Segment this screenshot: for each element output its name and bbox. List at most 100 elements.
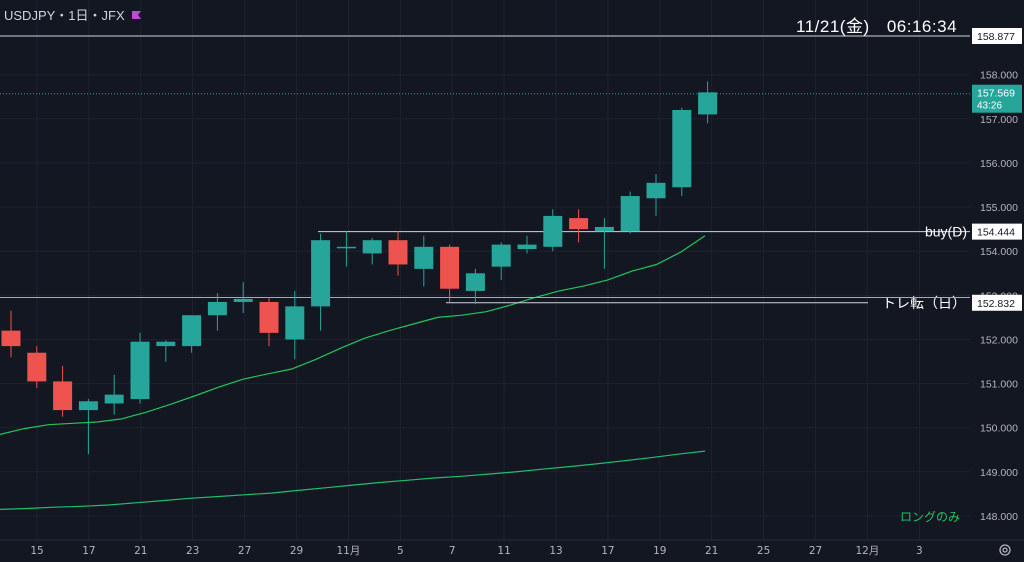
candle-body[interactable] bbox=[414, 246, 434, 269]
candle-body[interactable] bbox=[594, 226, 614, 232]
current-price-label: 157.569 bbox=[977, 88, 1015, 100]
candle-body[interactable] bbox=[646, 182, 666, 199]
ma-short-path bbox=[0, 235, 706, 435]
candle[interactable] bbox=[543, 209, 563, 252]
grid-lines bbox=[0, 0, 970, 540]
candle[interactable] bbox=[104, 374, 124, 415]
symbol-label[interactable]: USDJPY・1日・JFX bbox=[4, 8, 125, 23]
candle[interactable] bbox=[414, 235, 434, 287]
candle[interactable] bbox=[285, 290, 305, 360]
time-tick-label: 25 bbox=[757, 545, 770, 557]
candle-body[interactable] bbox=[543, 215, 563, 247]
time-tick-label: 15 bbox=[30, 545, 43, 557]
candle-body[interactable] bbox=[698, 92, 718, 115]
candle[interactable] bbox=[465, 268, 485, 305]
price-tick-label: 152.000 bbox=[980, 334, 1018, 346]
candle[interactable] bbox=[259, 297, 279, 347]
price-tick-label: 151.000 bbox=[980, 379, 1018, 391]
candle-body[interactable] bbox=[233, 298, 253, 302]
candle-body[interactable] bbox=[259, 301, 279, 333]
candle[interactable] bbox=[491, 242, 511, 280]
candle-body[interactable] bbox=[569, 218, 589, 230]
trend-level-label: トレ転（日） bbox=[882, 296, 966, 312]
time-tick-label: 5 bbox=[397, 545, 404, 557]
candle[interactable] bbox=[698, 81, 718, 124]
candle-body[interactable] bbox=[620, 196, 640, 232]
candle-body[interactable] bbox=[53, 381, 73, 411]
candle-body[interactable] bbox=[27, 352, 47, 382]
candle[interactable] bbox=[78, 399, 98, 455]
candle[interactable] bbox=[517, 235, 537, 254]
candle-body[interactable] bbox=[78, 401, 98, 411]
candle-body[interactable] bbox=[362, 240, 382, 254]
date-label: 11/21(金) bbox=[796, 17, 870, 36]
level-tag-label: 152.832 bbox=[977, 298, 1015, 310]
candle[interactable] bbox=[207, 293, 227, 331]
candle-body[interactable] bbox=[104, 394, 124, 404]
candle[interactable] bbox=[646, 173, 666, 216]
time-tick-label: 29 bbox=[290, 545, 303, 557]
time-tick-label: 3 bbox=[916, 545, 923, 557]
chart-annotations: ロングのみ bbox=[900, 510, 960, 524]
candle[interactable] bbox=[233, 282, 253, 314]
price-axis[interactable]: 158.000157.000156.000155.000154.000153.0… bbox=[972, 0, 1024, 562]
time-axis[interactable]: 15 17 21 23 27 29 11月 5 7 11 13 17 19 21 25 27 12月 3 bbox=[0, 539, 1024, 557]
annotation-label: ロングのみ bbox=[900, 510, 960, 524]
ma-long-line bbox=[0, 450, 706, 510]
level-tag-label: 154.444 bbox=[977, 227, 1015, 239]
price-tick-label: 155.000 bbox=[980, 202, 1018, 214]
time-tick-label: 27 bbox=[238, 545, 251, 557]
candle[interactable] bbox=[311, 233, 331, 331]
candle[interactable] bbox=[620, 191, 640, 234]
candle[interactable] bbox=[1, 310, 21, 358]
candle-body[interactable] bbox=[388, 240, 408, 265]
time-tick-label: 7 bbox=[449, 545, 456, 557]
symbol-header[interactable]: USDJPY・1日・JFX bbox=[4, 5, 142, 24]
ma-long-path bbox=[0, 450, 706, 510]
candle[interactable] bbox=[27, 346, 47, 389]
level-tag-label: 158.877 bbox=[977, 31, 1015, 43]
candle-body[interactable] bbox=[336, 246, 356, 249]
candle[interactable] bbox=[336, 231, 356, 267]
buy-level-label: buy(D) bbox=[925, 224, 967, 240]
candle-body[interactable] bbox=[465, 273, 485, 291]
candle-body[interactable] bbox=[207, 301, 227, 316]
level-tag-bg bbox=[972, 294, 1022, 311]
candle-body[interactable] bbox=[1, 330, 21, 347]
candle[interactable] bbox=[156, 340, 176, 362]
price-tick-label: 156.000 bbox=[980, 158, 1018, 170]
candle-body[interactable] bbox=[491, 244, 511, 267]
time-tick-label: 21 bbox=[705, 545, 718, 557]
current-price-tag-bg bbox=[972, 84, 1022, 113]
candles[interactable] bbox=[1, 81, 718, 455]
level-tag-bg bbox=[972, 28, 1022, 44]
candle[interactable] bbox=[440, 244, 460, 302]
price-levels[interactable]: buy(D) トレ転（日） bbox=[0, 35, 970, 312]
candle-body[interactable] bbox=[440, 246, 460, 289]
candle[interactable] bbox=[182, 315, 202, 353]
candle[interactable] bbox=[53, 365, 73, 417]
candle-body[interactable] bbox=[517, 244, 537, 250]
time-label: 06:16:34 bbox=[886, 17, 958, 36]
candle-body[interactable] bbox=[672, 110, 692, 188]
price-tick-label: 149.000 bbox=[980, 467, 1018, 479]
time-tick-label: 27 bbox=[809, 545, 822, 557]
flag-icon[interactable] bbox=[131, 10, 142, 20]
candle[interactable] bbox=[388, 231, 408, 276]
candle[interactable] bbox=[362, 237, 382, 265]
candle-body[interactable] bbox=[130, 341, 150, 400]
candle[interactable] bbox=[130, 332, 150, 404]
candle[interactable] bbox=[672, 107, 692, 197]
candle-body[interactable] bbox=[156, 341, 176, 347]
candle-body[interactable] bbox=[285, 306, 305, 340]
settings-icon[interactable] bbox=[998, 543, 1012, 557]
price-tick-label: 157.000 bbox=[980, 114, 1018, 126]
candle[interactable] bbox=[569, 209, 589, 243]
time-tick-label: 13 bbox=[549, 545, 562, 557]
price-tick-label: 154.000 bbox=[980, 246, 1018, 258]
candle-body[interactable] bbox=[311, 240, 331, 307]
candle[interactable] bbox=[594, 218, 614, 269]
candle-body[interactable] bbox=[182, 315, 202, 347]
